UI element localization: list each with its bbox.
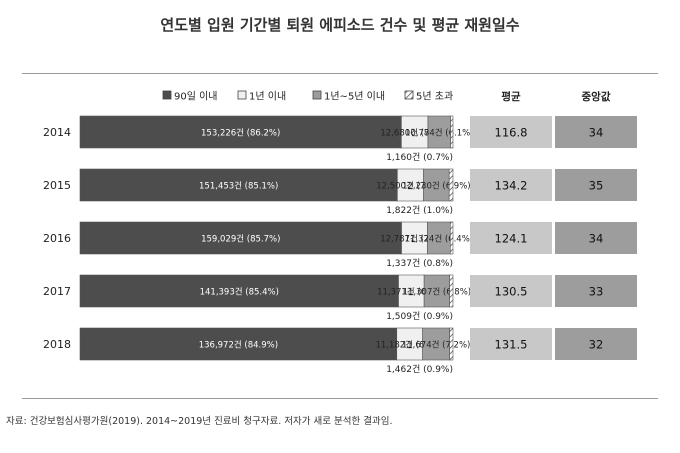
average-cell bbox=[470, 328, 552, 360]
category-label: 2018 bbox=[43, 338, 71, 351]
bar-data-label: 151,453건 (85.1%) bbox=[199, 181, 278, 192]
bar-data-label: 159,029건 (85.7%) bbox=[201, 234, 280, 245]
bar-segment-4 bbox=[448, 168, 454, 202]
bar-data-label-small: 1,337건 (0.8%) bbox=[386, 258, 453, 269]
median-cell bbox=[555, 116, 637, 148]
bar-data-label: 11,324건 (6.4%) bbox=[405, 234, 474, 245]
median-cell bbox=[555, 275, 637, 307]
bar-data-label: 11,674건 (7.2%) bbox=[402, 340, 471, 351]
bar-data-label: 141,393건 (85.4%) bbox=[200, 287, 279, 298]
header-average: 평균 bbox=[501, 90, 521, 103]
bar-segment-1 bbox=[79, 274, 399, 308]
legend-label-3: 1년~5년 이내 bbox=[324, 91, 385, 103]
average-cell bbox=[470, 116, 552, 148]
legend-label-2: 1년 이내 bbox=[249, 91, 286, 103]
category-label: 2017 bbox=[43, 285, 71, 298]
bar-segment-1 bbox=[79, 221, 402, 255]
bar-data-label: 12,787건 (7.2%) bbox=[380, 234, 449, 245]
legend-swatch-3 bbox=[312, 90, 322, 100]
legend-swatch-2 bbox=[237, 90, 247, 100]
category-label: 2014 bbox=[43, 126, 71, 139]
bar-segment-1 bbox=[79, 327, 398, 361]
bar-data-label: 12,500건 (7.0%) bbox=[376, 181, 445, 192]
bar-data-label: 10,784건 (6.1%) bbox=[405, 128, 474, 139]
bar-data-label-small: 1,462건 (0.9%) bbox=[386, 364, 453, 375]
bar-segment-2 bbox=[401, 115, 429, 149]
bar-data-label-small: 1,822건 (1.0%) bbox=[386, 205, 453, 216]
average-value: 130.5 bbox=[495, 285, 528, 299]
row-2016: 2016 159,029건 (85.7%) 12,787건 (7.2%)11,324… bbox=[43, 221, 637, 269]
legend-swatch-1 bbox=[162, 90, 172, 100]
legend-label-4: 5년 초과 bbox=[416, 91, 453, 103]
bottom-rule bbox=[22, 398, 658, 399]
header-median: 중앙값 bbox=[582, 91, 611, 103]
bar-data-label: 11,371건 (6.9%) bbox=[377, 287, 446, 298]
legend-label-1: 90일 이내 bbox=[174, 91, 218, 103]
average-value: 124.1 bbox=[495, 232, 528, 246]
bar-segment-2 bbox=[397, 168, 424, 202]
bar-segment-1 bbox=[79, 168, 398, 202]
row-2018: 2018 136,972건 (84.9%) 11,182건 (6.9%)11,674… bbox=[43, 327, 637, 375]
category-label: 2016 bbox=[43, 232, 71, 245]
table-headers: 평균 중앙값 bbox=[501, 90, 610, 103]
row-2014: 2014 153,226건 (86.2%) 12,680건 (7.1%)10,784… bbox=[43, 115, 637, 163]
bar-segment-4 bbox=[449, 274, 454, 308]
median-cell bbox=[555, 328, 637, 360]
average-cell bbox=[470, 275, 552, 307]
legend-swatch-4 bbox=[404, 90, 414, 100]
bar-segment-3 bbox=[423, 274, 450, 308]
median-value: 34 bbox=[589, 232, 604, 246]
bar-data-label: 12,230건 (6.9%) bbox=[402, 181, 471, 192]
legend: 90일 이내 1년 이내 1년~5년 이내 5년 초과 bbox=[162, 90, 453, 103]
bar-segment-4 bbox=[449, 327, 454, 361]
source-note: 자료: 건강보험심사평가원(2019). 2014~2019년 진료비 청구자료… bbox=[6, 416, 393, 427]
average-cell bbox=[470, 222, 552, 254]
bar-data-label: 11,307건 (6.8%) bbox=[403, 287, 472, 298]
bar-data-label-small: 1,509건 (0.9%) bbox=[386, 311, 453, 322]
average-cell bbox=[470, 169, 552, 201]
bar-segment-3 bbox=[422, 327, 450, 361]
bar-data-label: 12,680건 (7.1%) bbox=[380, 128, 449, 139]
bar-segment-2 bbox=[401, 221, 428, 255]
average-value: 131.5 bbox=[495, 338, 528, 352]
bar-segment-2 bbox=[398, 274, 425, 308]
bar-segment-4 bbox=[450, 115, 454, 149]
bar-data-label: 153,226건 (86.2%) bbox=[201, 128, 280, 139]
bar-segment-1 bbox=[79, 115, 402, 149]
median-cell bbox=[555, 222, 637, 254]
median-value: 34 bbox=[589, 126, 604, 140]
median-cell bbox=[555, 169, 637, 201]
bar-data-label: 136,972건 (84.9%) bbox=[199, 340, 278, 351]
bar-segment-2 bbox=[396, 327, 423, 361]
row-2017: 2017 141,393건 (85.4%) 11,371건 (6.9%)11,307… bbox=[43, 274, 637, 322]
bar-segment-4 bbox=[449, 221, 454, 255]
row-2015: 2015 151,453건 (85.1%) 12,500건 (7.0%)12,230… bbox=[43, 168, 637, 216]
average-value: 116.8 bbox=[495, 126, 528, 140]
chart-title: 연도별 입원 기간별 퇴원 에피소드 건수 및 평균 재원일수 bbox=[160, 16, 520, 34]
bar-data-label-small: 1,160건 (0.7%) bbox=[386, 152, 453, 163]
chart-rows: 2014 153,226건 (86.2%) 12,680건 (7.1%)10,784… bbox=[43, 115, 637, 375]
bar-data-label: 11,182건 (6.9%) bbox=[375, 340, 444, 351]
median-value: 32 bbox=[589, 338, 604, 352]
top-rule bbox=[22, 73, 658, 74]
category-label: 2015 bbox=[43, 179, 71, 192]
median-value: 33 bbox=[589, 285, 604, 299]
average-value: 134.2 bbox=[495, 179, 528, 193]
median-value: 35 bbox=[589, 179, 604, 193]
